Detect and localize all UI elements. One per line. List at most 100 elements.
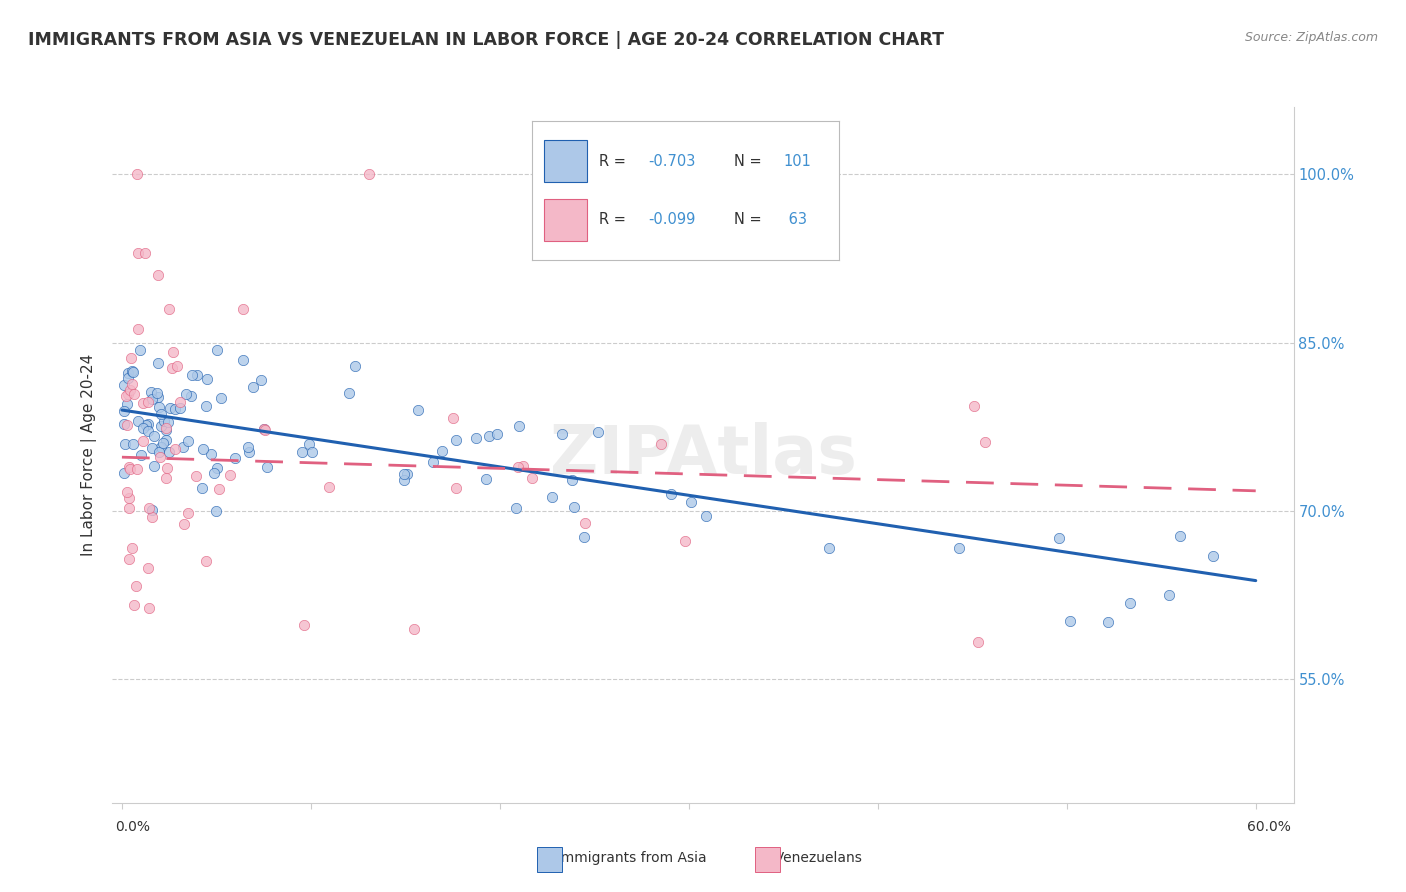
Point — [1202, 549, 1225, 563]
Point — [134, 246, 156, 260]
Point — [149, 419, 172, 434]
Point — [112, 377, 135, 392]
Point — [505, 501, 527, 516]
Point — [118, 459, 141, 474]
Point — [650, 437, 672, 451]
Point — [132, 421, 155, 435]
Point — [162, 344, 184, 359]
Point — [148, 356, 170, 370]
Point — [506, 459, 529, 474]
Point — [139, 384, 162, 399]
Point — [948, 541, 970, 555]
Point — [392, 467, 415, 481]
Point — [254, 423, 277, 437]
Point — [141, 510, 163, 524]
Point — [205, 343, 228, 358]
Point — [205, 461, 228, 475]
Point — [155, 434, 177, 448]
Text: 0.0%: 0.0% — [115, 821, 150, 834]
Point — [118, 491, 141, 505]
Point — [551, 426, 574, 441]
Point — [155, 423, 177, 437]
Point — [125, 167, 148, 181]
Point — [406, 402, 429, 417]
Text: ZIPAtlas: ZIPAtlas — [550, 422, 856, 488]
Point — [166, 359, 188, 373]
Point — [112, 404, 135, 418]
Point — [118, 552, 141, 566]
Point — [444, 433, 467, 447]
Point — [141, 392, 163, 406]
Point — [195, 372, 218, 386]
Point — [138, 501, 160, 516]
Point — [231, 352, 253, 367]
Point — [301, 444, 323, 458]
Point — [974, 434, 997, 449]
Point — [149, 407, 172, 421]
Point — [1059, 614, 1081, 628]
Point — [444, 481, 467, 495]
Point — [318, 480, 340, 494]
Point — [963, 399, 986, 413]
Point — [238, 445, 260, 459]
Point — [121, 377, 143, 392]
Point — [1168, 528, 1191, 542]
Point — [122, 437, 145, 451]
Point — [146, 268, 169, 283]
Point — [250, 373, 273, 387]
Point — [475, 472, 498, 486]
Point — [135, 417, 157, 432]
Text: Immigrants from Asia: Immigrants from Asia — [548, 851, 707, 865]
Point — [169, 394, 191, 409]
Point — [156, 461, 179, 475]
Point — [155, 470, 177, 484]
Point — [562, 500, 585, 515]
Point — [232, 301, 254, 316]
Y-axis label: In Labor Force | Age 20-24: In Labor Force | Age 20-24 — [80, 354, 97, 556]
Point — [117, 387, 139, 401]
Point — [478, 429, 501, 443]
Point — [173, 517, 195, 532]
Point — [1047, 532, 1070, 546]
Point — [508, 419, 530, 434]
Text: 60.0%: 60.0% — [1247, 821, 1291, 834]
Point — [155, 421, 177, 435]
Point — [177, 434, 200, 448]
Point — [681, 494, 703, 508]
Point — [153, 414, 176, 428]
Point — [132, 395, 155, 409]
Point — [159, 401, 181, 415]
Point — [118, 462, 141, 476]
Point — [441, 411, 464, 425]
Point — [465, 432, 488, 446]
Point — [156, 415, 179, 429]
Point — [1097, 615, 1119, 629]
Point — [194, 399, 217, 413]
Point — [695, 508, 717, 523]
Text: Source: ZipAtlas.com: Source: ZipAtlas.com — [1244, 31, 1378, 45]
Point — [402, 622, 425, 636]
Point — [138, 600, 160, 615]
Point — [395, 467, 418, 481]
Point — [200, 447, 222, 461]
Point — [967, 635, 990, 649]
Point — [112, 466, 135, 480]
Point — [132, 434, 155, 448]
Point — [149, 450, 172, 464]
Point — [208, 482, 231, 496]
Point — [673, 533, 696, 548]
Point — [122, 387, 145, 401]
Point — [136, 561, 159, 575]
Point — [169, 401, 191, 415]
Point — [157, 301, 180, 316]
Point — [180, 389, 202, 403]
Point — [344, 359, 367, 373]
Point — [148, 400, 170, 414]
Point — [202, 467, 225, 481]
Point — [114, 436, 136, 450]
Point — [184, 468, 207, 483]
Point — [661, 487, 683, 501]
Point — [121, 364, 143, 378]
Point — [136, 394, 159, 409]
Point — [218, 467, 240, 482]
